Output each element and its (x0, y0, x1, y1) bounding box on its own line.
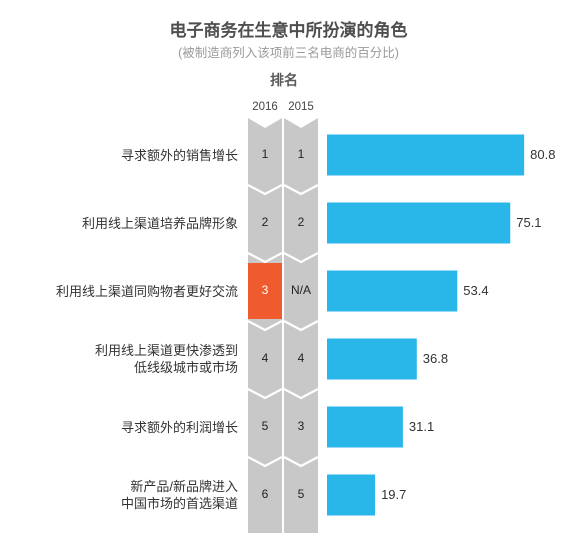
rank-column-2015 (284, 118, 318, 533)
category-label: 寻求额外的利润增长 (120, 419, 238, 435)
bar (327, 406, 403, 448)
chart-title: 电子商务在生意中所扮演的角色 (169, 21, 408, 40)
category-label: 利用线上渠道同购物者更好交流 (55, 283, 238, 299)
value-label: 19.7 (381, 487, 407, 502)
row-separator (247, 252, 283, 264)
rank-column-2016 (248, 118, 282, 533)
row-separator (283, 252, 319, 264)
row-separator (283, 320, 319, 332)
rank-2016-value: 1 (261, 147, 269, 161)
row-separator (247, 184, 283, 196)
bar (327, 338, 417, 380)
chart-subtitle: (被制造商列入该项前三名电商的百分比) (178, 46, 399, 60)
rank-2015-value: 5 (297, 487, 305, 501)
category-label: 新产品/新品牌进入 中国市场的首选渠道 (120, 479, 238, 511)
bar (327, 474, 376, 516)
category-label: 寻求额外的销售增长 (120, 147, 238, 163)
rank-2016-value: 5 (261, 419, 269, 433)
row-separator (247, 388, 283, 400)
year-2016-label: 2016 (252, 101, 278, 113)
rank-2016-value: 2 (261, 215, 269, 229)
row-separator (283, 456, 319, 468)
category-label: 利用线上渠道培养品牌形象 (81, 215, 238, 231)
bar (327, 134, 525, 176)
year-2015-label: 2015 (288, 101, 314, 113)
rank-2015-value: 4 (297, 351, 305, 365)
rank-highlight-cell (248, 263, 282, 319)
value-label: 53.4 (463, 283, 489, 298)
rank-2015-value: N/A (290, 283, 311, 297)
row-separator (247, 320, 283, 332)
rank-2015-value: 3 (297, 419, 305, 433)
rank-2016-value: 4 (261, 351, 269, 365)
category-label: 利用线上渠道更快渗透到 低线级城市或市场 (94, 343, 238, 375)
value-label: 31.1 (408, 419, 435, 434)
rank-header: 排名 (270, 72, 298, 88)
bar (327, 202, 511, 244)
row-separator (247, 456, 283, 468)
rank-2015-value: 2 (297, 215, 305, 229)
bar (327, 270, 458, 312)
row-separator (283, 388, 319, 400)
rank-2016-value: 6 (261, 487, 269, 501)
rank-2015-value: 1 (297, 147, 305, 161)
value-label: 75.1 (516, 215, 542, 230)
row-separator (283, 184, 319, 196)
value-label: 36.8 (422, 351, 449, 366)
rank-2016-value: 3 (261, 283, 269, 297)
value-label: 80.8 (530, 147, 556, 162)
